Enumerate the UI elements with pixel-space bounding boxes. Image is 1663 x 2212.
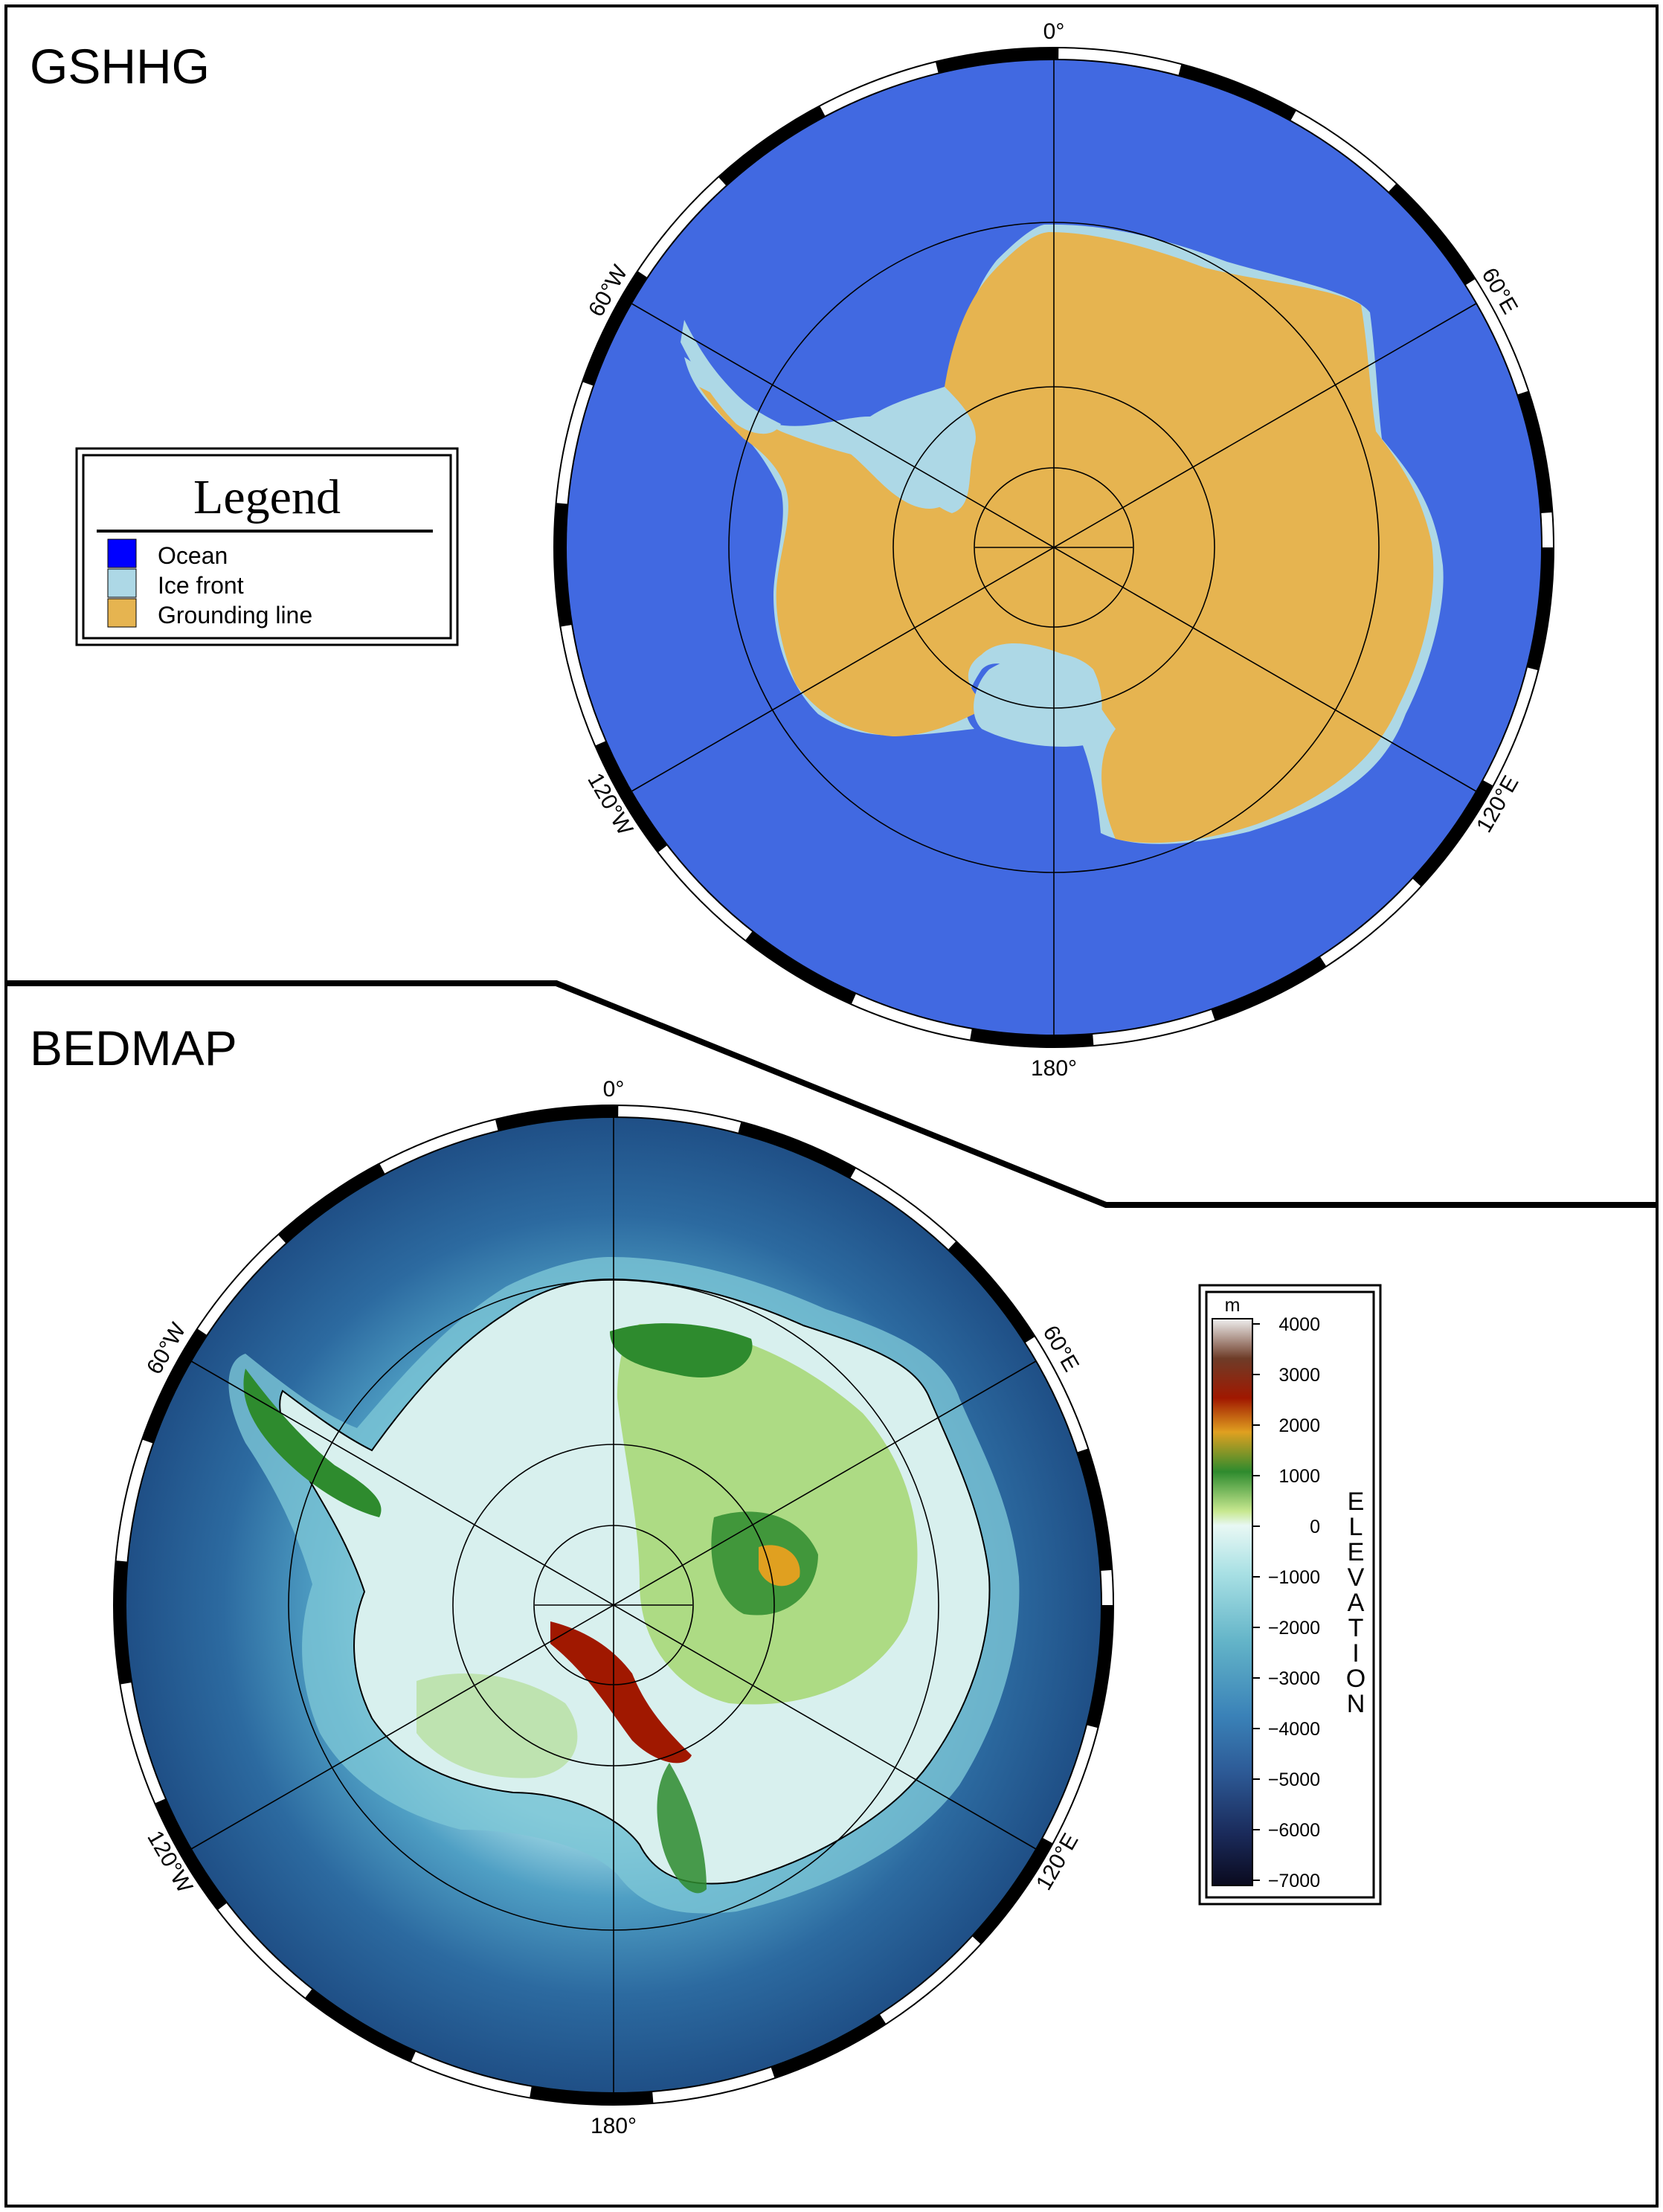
colorbar-tick-label: 4000 (1278, 1314, 1320, 1335)
elevation-colorbar: m 4000 3000 2000 1000 0 −1000 −2000 −3000 −4000 −… (1198, 1284, 1382, 1906)
top-label-north: 0° (1043, 19, 1065, 44)
bottom-label-south: 180° (591, 2114, 637, 2138)
colorbar-tick-label: 1000 (1278, 1466, 1320, 1487)
colorbar-tick-label: −6000 (1268, 1820, 1320, 1841)
colorbar-unit: m (1225, 1295, 1241, 1316)
weddell-ice-shelf (840, 415, 964, 509)
colorbar-tick-label: −2000 (1268, 1618, 1320, 1639)
colorbar-tick-label: 0 (1310, 1517, 1320, 1537)
bedmap-peninsula (243, 1369, 382, 1517)
colorbar-frame-inner (1205, 1290, 1375, 1899)
top-map-frame-ring (554, 48, 1554, 1047)
colorbar-tick-label: −7000 (1268, 1871, 1320, 1891)
legend-label-ice-front: Ice front (158, 572, 244, 599)
legend-swatch-ice-front (107, 568, 137, 598)
bedmap-dronning-maud-range (610, 1323, 753, 1377)
legend-swatch-grounding-line (107, 598, 137, 628)
bottom-graticule (190, 1117, 1037, 2093)
top-label-south: 180° (1031, 1056, 1077, 1081)
legend-swatch-ocean (107, 538, 137, 568)
bedmap-gamburtsev-peak (759, 1545, 800, 1586)
figure-border (4, 4, 1659, 2208)
colorbar-tick-group: 4000 3000 2000 1000 0 −1000 −2000 −3000 −4000 −50… (1252, 1314, 1320, 1891)
bedmap-highland-west (416, 1674, 578, 1778)
bedmap-transantarctic-green (657, 1763, 707, 1894)
colorbar-tick-label: −5000 (1268, 1769, 1320, 1790)
colorbar-tick-label: −4000 (1268, 1719, 1320, 1740)
bedmap-transantarctic-range (550, 1621, 692, 1764)
gshhg-map: 0° 180° 60°W 60°E 120°W 120°E (553, 19, 1554, 1081)
panel-divider (6, 980, 1657, 1208)
legend-box: Legend Ocean Ice front Grounding line (75, 447, 459, 646)
bottom-map-frame-ring (114, 1105, 1113, 2105)
top-graticule (631, 60, 1477, 1035)
colorbar-tick-label: −3000 (1268, 1668, 1320, 1689)
top-panel-title: GSHHG (30, 39, 210, 94)
bottom-label-north: 0° (603, 1077, 625, 1102)
legend-label-ocean: Ocean (158, 542, 228, 569)
colorbar-gradient (1212, 1318, 1253, 1886)
grounding-line-area (699, 232, 1434, 843)
colorbar-tick-label: 2000 (1278, 1415, 1320, 1436)
antarctic-peninsula (681, 320, 781, 434)
legend-title: Legend (193, 470, 341, 524)
bedmap-map: 0° 180° 60°W 60°E 120°W 120°E (113, 1077, 1114, 2138)
legend-label-grounding-line: Grounding line (158, 602, 312, 628)
colorbar-tick-label: 3000 (1278, 1365, 1320, 1386)
colorbar-tick-label: −1000 (1268, 1567, 1320, 1588)
ross-ice-shelf (974, 652, 1102, 747)
bottom-panel-title: BEDMAP (30, 1020, 237, 1076)
